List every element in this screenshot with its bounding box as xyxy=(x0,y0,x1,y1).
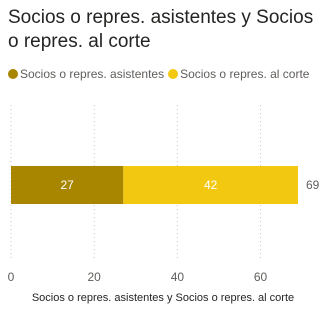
x-tick-label: 20 xyxy=(88,270,102,284)
data-label-asistentes: 27 xyxy=(60,178,74,192)
bar-segment-al-corte[interactable] xyxy=(123,166,298,204)
x-tick-label: 0 xyxy=(8,270,15,284)
x-axis-ticks: 0 20 40 60 xyxy=(8,270,268,284)
x-tick-label: 60 xyxy=(254,270,268,284)
x-tick-label: 40 xyxy=(171,270,185,284)
legend-marker-al-corte xyxy=(168,69,179,79)
bars: 27 42 xyxy=(11,166,298,204)
chart-title: Socios o repres. asistentes y Socios o r… xyxy=(8,7,314,52)
legend-marker-asistentes xyxy=(8,69,18,79)
legend: Socios o repres. asistentes Socios o rep… xyxy=(8,67,313,81)
legend-item-al-corte[interactable]: Socios o repres. al corte xyxy=(168,67,309,81)
total-label: 69 xyxy=(306,178,320,192)
bar-segment-asistentes[interactable] xyxy=(11,166,124,204)
data-label-al-corte: 42 xyxy=(204,178,218,192)
legend-item-asistentes[interactable]: Socios o repres. asistentes xyxy=(8,67,164,81)
legend-label-al-corte: Socios o repres. al corte xyxy=(180,67,310,81)
x-axis-title: Socios o repres. asistentes y Socios o r… xyxy=(32,292,294,304)
legend-label-asistentes: Socios o repres. asistentes xyxy=(20,67,165,81)
